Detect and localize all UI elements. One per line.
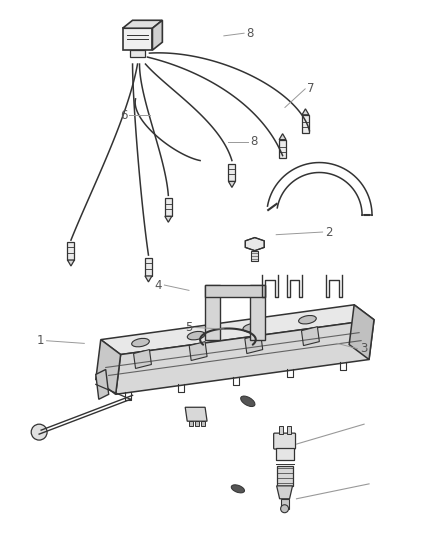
Bar	[278, 426, 282, 434]
Bar	[275, 448, 293, 460]
Polygon shape	[165, 198, 171, 216]
Polygon shape	[189, 342, 207, 360]
Circle shape	[280, 505, 288, 513]
Text: 5: 5	[185, 321, 192, 334]
Bar	[189, 421, 193, 426]
Polygon shape	[145, 258, 152, 276]
Bar	[205, 285, 264, 297]
Ellipse shape	[242, 324, 260, 332]
Ellipse shape	[240, 396, 254, 407]
Bar	[129, 50, 145, 57]
Polygon shape	[245, 238, 264, 251]
Text: 1: 1	[37, 334, 44, 347]
Polygon shape	[244, 335, 262, 353]
Bar	[122, 28, 152, 50]
Bar	[276, 466, 292, 486]
Bar	[249, 285, 264, 340]
Polygon shape	[152, 20, 162, 50]
Circle shape	[31, 424, 47, 440]
Polygon shape	[301, 327, 318, 345]
Polygon shape	[67, 260, 74, 266]
Polygon shape	[145, 276, 152, 282]
Polygon shape	[67, 242, 74, 260]
Polygon shape	[301, 115, 308, 133]
Text: 7: 7	[307, 83, 314, 95]
Bar	[205, 285, 219, 340]
Polygon shape	[165, 216, 171, 222]
Bar	[251, 251, 258, 261]
Polygon shape	[101, 305, 373, 354]
Polygon shape	[133, 350, 151, 368]
Bar	[195, 421, 199, 426]
Polygon shape	[122, 20, 162, 28]
Ellipse shape	[231, 485, 244, 493]
Polygon shape	[301, 109, 308, 115]
Text: 8: 8	[246, 27, 253, 39]
Polygon shape	[279, 140, 286, 158]
Text: 4: 4	[154, 279, 162, 292]
Polygon shape	[348, 305, 373, 360]
Text: 8: 8	[250, 135, 258, 148]
Text: 2: 2	[324, 225, 332, 239]
Polygon shape	[115, 320, 373, 394]
Polygon shape	[185, 407, 207, 421]
Polygon shape	[95, 340, 120, 394]
Bar	[280, 499, 288, 508]
Ellipse shape	[298, 316, 315, 324]
FancyBboxPatch shape	[273, 433, 295, 449]
Ellipse shape	[131, 338, 149, 347]
Text: 3: 3	[359, 342, 366, 355]
Polygon shape	[228, 181, 235, 188]
Text: 6: 6	[120, 109, 127, 122]
Polygon shape	[95, 369, 109, 399]
Polygon shape	[276, 486, 292, 499]
Polygon shape	[279, 134, 286, 140]
Bar	[286, 426, 290, 434]
Polygon shape	[228, 164, 235, 181]
Ellipse shape	[187, 332, 205, 340]
Bar	[201, 421, 205, 426]
